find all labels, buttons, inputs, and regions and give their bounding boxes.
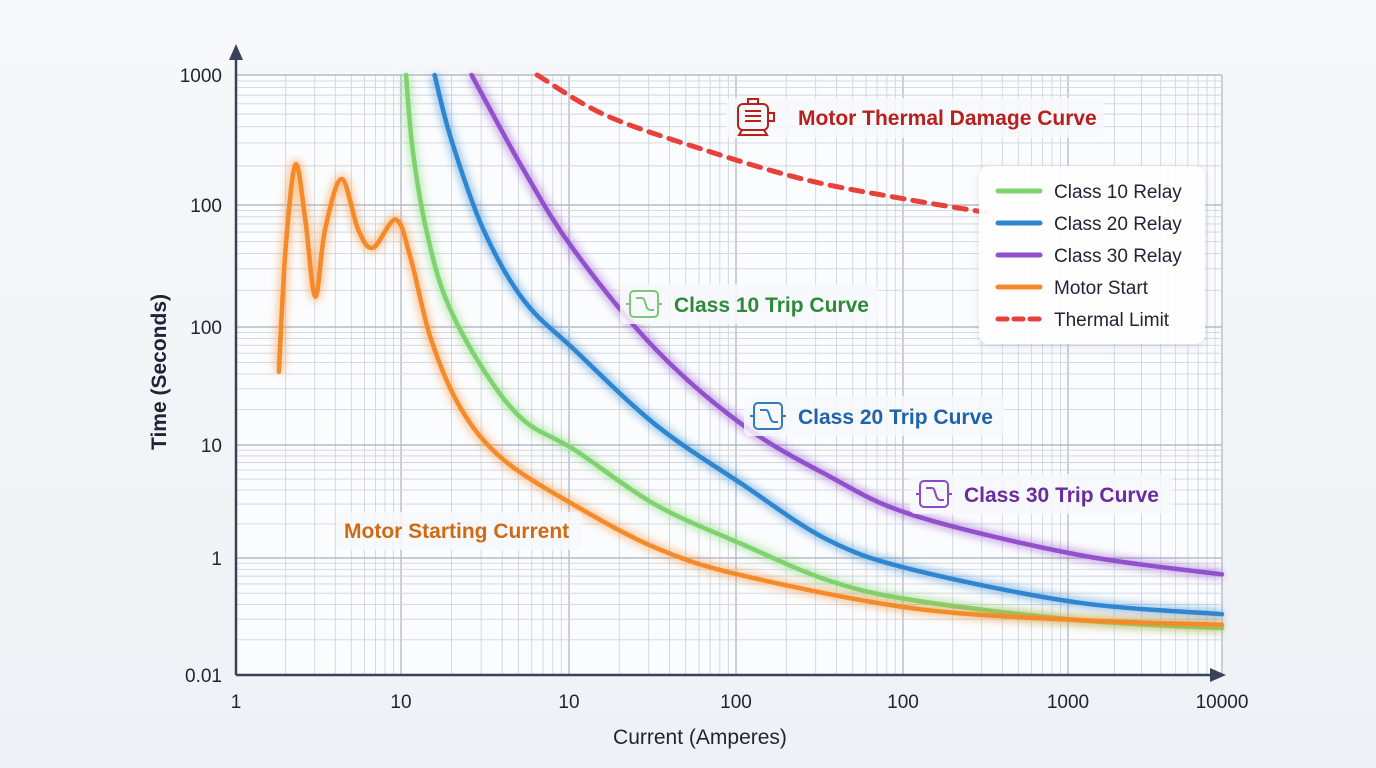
legend: Class 10 Relay Class 20 Relay Class 30 Rel… [979, 166, 1205, 344]
relay-icon [626, 290, 662, 318]
relay-icon [750, 402, 786, 430]
series-class-10-relay [403, 72, 1225, 631]
y-axis-label: Time (Seconds) [148, 294, 171, 450]
x-tick-label: 1 [231, 692, 242, 713]
legend-label: Class 10 Relay [1054, 182, 1182, 203]
annotation-motor-start: Motor Starting Current [336, 512, 582, 550]
annotation-class30: Class 30 Trip Curve [910, 474, 1172, 514]
relay-icon [916, 480, 952, 508]
y-tick-label: 0.01 [185, 666, 222, 687]
x-tick-label: 10000 [1196, 692, 1249, 713]
y-tick-label: 100 [190, 196, 222, 217]
x-axis-arrow [1210, 668, 1226, 682]
annotation-text: Class 30 Trip Curve [964, 484, 1159, 507]
y-tick-label: 1000 [180, 66, 222, 87]
x-tick-label: 100 [887, 692, 919, 713]
y-axis-arrow [229, 44, 243, 60]
annotation-thermal-damage: Motor Thermal Damage Curve [726, 98, 1104, 138]
x-tick-label: 100 [720, 692, 752, 713]
curves [273, 72, 1225, 634]
annotation-class20: Class 20 Trip Curve [744, 396, 1004, 436]
y-tick-label: 10 [201, 436, 222, 457]
y-tick-label: 100 [190, 318, 222, 339]
annotation-class10: Class 10 Trip Curve [620, 284, 878, 324]
motor-icon [737, 98, 775, 136]
series-motor-start [276, 162, 1225, 627]
legend-label: Class 20 Relay [1054, 214, 1182, 235]
annotation-text: Class 10 Trip Curve [674, 294, 869, 317]
legend-label: Thermal Limit [1054, 310, 1170, 331]
x-tick-label: 10 [558, 692, 579, 713]
annotation-text: Class 20 Trip Curve [798, 406, 993, 429]
legend-label: Class 30 Relay [1054, 246, 1182, 267]
grid [235, 74, 1223, 676]
series-class-20-relay [432, 72, 1225, 617]
annotation-text: Motor Thermal Damage Curve [798, 107, 1097, 130]
y-tick-label: 1 [211, 549, 222, 570]
legend-label: Motor Start [1054, 278, 1149, 299]
axes [229, 44, 1226, 682]
plot-area [236, 75, 1222, 675]
x-axis-label: Current (Amperes) [613, 726, 787, 749]
x-tick-label: 10 [390, 692, 411, 713]
series-thermal-limit [534, 72, 988, 215]
x-tick-label: 1000 [1047, 692, 1089, 713]
annotation-text: Motor Starting Current [344, 520, 569, 543]
